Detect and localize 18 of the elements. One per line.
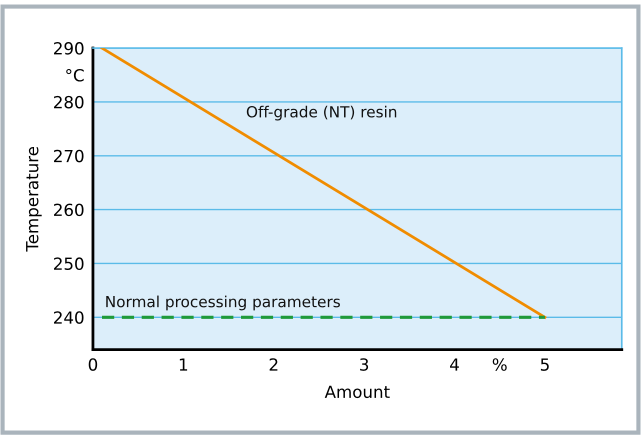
x-tick-label: 3 xyxy=(360,358,368,371)
y-tick-label: 260 xyxy=(54,204,84,216)
series-label: Off-grade (NT) resin xyxy=(246,106,396,121)
y-tick-label: 250 xyxy=(54,257,84,270)
y-tick-label: °C xyxy=(66,68,84,82)
y-tick-label: 240 xyxy=(54,311,84,324)
x-tick-label: 2 xyxy=(270,358,278,371)
series-label: Normal processing parameters xyxy=(106,296,340,310)
y-tick-label: 270 xyxy=(54,150,84,162)
x-tick-label: 0 xyxy=(88,358,98,371)
y-tick-label: 290 xyxy=(54,42,84,55)
x-tick-label: % xyxy=(492,358,507,371)
y-tick-label: 280 xyxy=(54,96,84,108)
x-tick-label: 5 xyxy=(540,358,549,371)
x-tick-label: 4 xyxy=(450,358,459,371)
x-tick-label: 1 xyxy=(180,358,188,371)
y-axis-title: Temperature xyxy=(26,146,42,252)
x-axis-title: Amount xyxy=(324,386,390,398)
